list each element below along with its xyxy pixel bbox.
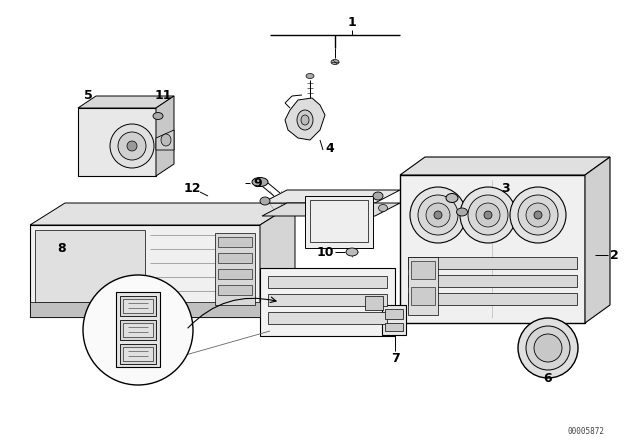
Text: 4: 4 bbox=[326, 142, 334, 155]
Circle shape bbox=[534, 211, 542, 219]
Ellipse shape bbox=[331, 60, 339, 65]
Text: 10: 10 bbox=[316, 246, 333, 258]
Circle shape bbox=[418, 195, 458, 235]
Bar bbox=[408, 293, 577, 305]
Bar bbox=[120, 296, 156, 316]
Ellipse shape bbox=[346, 248, 358, 256]
Bar bbox=[385, 309, 403, 319]
Polygon shape bbox=[78, 96, 174, 108]
Bar bbox=[123, 299, 153, 313]
Ellipse shape bbox=[456, 208, 467, 216]
Bar bbox=[218, 253, 252, 263]
Bar bbox=[385, 323, 403, 331]
Text: 7: 7 bbox=[390, 352, 399, 365]
Circle shape bbox=[110, 124, 154, 168]
Polygon shape bbox=[30, 302, 260, 317]
Bar bbox=[268, 294, 387, 306]
Bar bbox=[365, 296, 383, 310]
Bar bbox=[215, 233, 255, 305]
Text: 00005872: 00005872 bbox=[568, 427, 605, 436]
Text: 12: 12 bbox=[183, 181, 201, 194]
Ellipse shape bbox=[260, 197, 270, 205]
Polygon shape bbox=[156, 130, 174, 150]
Circle shape bbox=[518, 318, 578, 378]
Polygon shape bbox=[262, 203, 400, 216]
Circle shape bbox=[410, 187, 466, 243]
Bar bbox=[268, 312, 387, 324]
Circle shape bbox=[476, 203, 500, 227]
Polygon shape bbox=[260, 203, 295, 317]
Polygon shape bbox=[260, 268, 395, 336]
Circle shape bbox=[468, 195, 508, 235]
Text: 2: 2 bbox=[610, 249, 618, 262]
Bar bbox=[408, 275, 577, 287]
Text: 9: 9 bbox=[253, 177, 262, 190]
Text: 5: 5 bbox=[84, 89, 92, 102]
Circle shape bbox=[127, 141, 137, 151]
Bar bbox=[305, 196, 373, 248]
Bar bbox=[120, 344, 156, 364]
Polygon shape bbox=[262, 190, 400, 203]
Bar bbox=[382, 305, 406, 335]
Circle shape bbox=[484, 211, 492, 219]
Circle shape bbox=[534, 334, 562, 362]
Circle shape bbox=[510, 187, 566, 243]
Bar bbox=[408, 257, 577, 269]
Bar bbox=[35, 230, 145, 302]
Circle shape bbox=[118, 132, 146, 160]
Ellipse shape bbox=[306, 73, 314, 78]
Circle shape bbox=[526, 326, 570, 370]
Ellipse shape bbox=[301, 115, 309, 125]
Bar bbox=[411, 287, 435, 305]
Bar bbox=[123, 323, 153, 337]
Bar bbox=[218, 285, 252, 295]
Polygon shape bbox=[78, 108, 156, 176]
Ellipse shape bbox=[297, 110, 313, 130]
Circle shape bbox=[526, 203, 550, 227]
Bar bbox=[120, 320, 156, 340]
Circle shape bbox=[434, 211, 442, 219]
Polygon shape bbox=[156, 96, 174, 176]
Polygon shape bbox=[400, 175, 585, 323]
Circle shape bbox=[460, 187, 516, 243]
Bar bbox=[268, 276, 387, 288]
Bar bbox=[411, 261, 435, 279]
Ellipse shape bbox=[446, 194, 458, 202]
Ellipse shape bbox=[378, 204, 387, 211]
Circle shape bbox=[518, 195, 558, 235]
Bar bbox=[408, 257, 438, 315]
Polygon shape bbox=[30, 225, 260, 317]
Ellipse shape bbox=[252, 177, 268, 186]
Polygon shape bbox=[400, 157, 610, 175]
Text: 3: 3 bbox=[500, 181, 509, 194]
Text: 1: 1 bbox=[348, 16, 356, 29]
Circle shape bbox=[426, 203, 450, 227]
Ellipse shape bbox=[161, 134, 171, 146]
Polygon shape bbox=[585, 157, 610, 323]
Text: 8: 8 bbox=[58, 241, 67, 254]
Ellipse shape bbox=[373, 192, 383, 200]
Polygon shape bbox=[285, 98, 325, 140]
Text: 11: 11 bbox=[154, 89, 172, 102]
Bar bbox=[116, 292, 160, 367]
Bar bbox=[218, 269, 252, 279]
Bar bbox=[123, 347, 153, 361]
Circle shape bbox=[83, 275, 193, 385]
Polygon shape bbox=[30, 203, 295, 225]
Bar bbox=[218, 237, 252, 247]
Bar bbox=[310, 200, 368, 242]
Ellipse shape bbox=[153, 112, 163, 120]
Text: 6: 6 bbox=[544, 371, 552, 384]
